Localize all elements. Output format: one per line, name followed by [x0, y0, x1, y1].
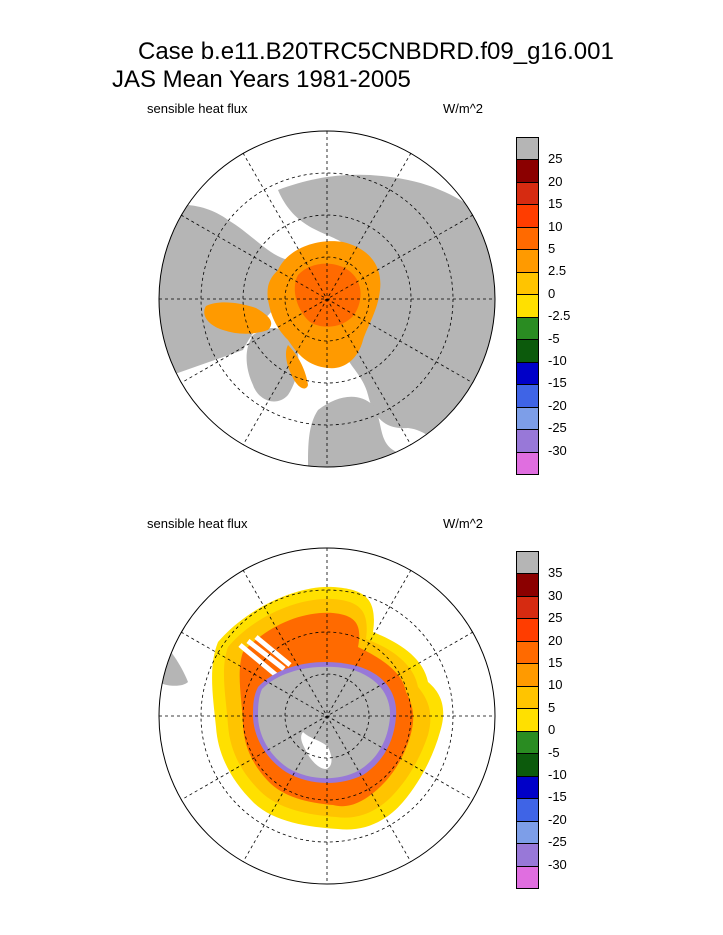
south-colorbar-swatch: [517, 596, 538, 620]
south-colorbar-swatch: [517, 844, 538, 867]
north-colorbar-label: -10: [548, 353, 567, 368]
north-colorbar-label: -25: [548, 420, 567, 436]
north-colorbar: [516, 137, 539, 475]
south-colorbar-swatch: [517, 799, 538, 822]
south-colorbar-swatch: [517, 821, 538, 845]
south-variable-label: sensible heat flux: [147, 516, 248, 531]
north-colorbar-label: 15: [548, 196, 563, 212]
south-colorbar-swatch: [517, 641, 538, 665]
north-colorbar-swatch: [517, 160, 538, 183]
south-colorbar-label: -30: [548, 856, 567, 872]
north-colorbar-swatch: [517, 250, 538, 273]
figure-title-line-2: JAS Mean Years 1981-2005: [112, 66, 411, 93]
north-archipelago-ice: [204, 302, 272, 334]
north-units-label: W/m^2: [443, 101, 484, 116]
north-polar-map: [158, 130, 496, 468]
south-colorbar-label: 20: [548, 632, 563, 648]
south-colorbar-labels: 35 30 25 20 15 10 5 0 -5 -10 -15 -20 -25 -30: [548, 551, 588, 889]
north-baffin-ice: [285, 345, 308, 389]
north-colorbar-swatch: [517, 295, 538, 318]
north-colorbar-swatch: [517, 182, 538, 206]
north-variable-label: sensible heat flux: [147, 101, 248, 116]
south-colorbar-label: 0: [548, 722, 556, 738]
south-colorbar-swatch: [517, 709, 538, 732]
south-colorbar-swatch: [517, 552, 538, 575]
south-land-antarctica: [258, 666, 391, 779]
north-colorbar-label: 2.5: [548, 263, 567, 279]
south-colorbar-label: 10: [548, 677, 563, 693]
north-colorbar-swatch: [517, 138, 538, 161]
south-colorbar-label: 5: [548, 699, 556, 715]
north-land-eurasia: [278, 174, 495, 467]
south-colorbar: [516, 551, 539, 889]
north-land-america: [159, 204, 297, 380]
north-colorbar-label: 10: [548, 218, 563, 234]
north-colorbar-swatch: [517, 317, 538, 341]
north-colorbar-labels: 25 20 15 10 5 2.5 0 -2.5 -5 -10 -15 -20 -25 -30: [548, 137, 588, 475]
north-land-greenland: [246, 328, 299, 402]
south-colorbar-swatch: [517, 866, 538, 889]
north-colorbar-swatch: [517, 362, 538, 386]
north-colorbar-swatch: [517, 205, 538, 228]
south-colorbar-swatch: [517, 754, 538, 777]
north-colorbar-label: 25: [548, 151, 563, 167]
north-colorbar-swatch: [517, 340, 538, 363]
north-colorbar-label: -30: [548, 442, 567, 458]
north-land-europe: [308, 396, 448, 467]
north-sea-ice-core: [294, 263, 361, 327]
south-units-label: W/m^2: [443, 516, 484, 531]
south-colorbar-swatch: [517, 686, 538, 710]
north-map-boundary: [158, 130, 496, 468]
south-colorbar-swatch: [517, 776, 538, 800]
south-white-streaks: [238, 635, 292, 677]
south-colorbar-label: -15: [548, 789, 567, 805]
south-colorbar-label: -20: [548, 811, 567, 827]
north-colorbar-label: -5: [548, 330, 560, 346]
north-colorbar-label: 20: [548, 173, 563, 189]
north-colorbar-swatch: [517, 407, 538, 431]
north-colorbar-swatch: [517, 452, 538, 475]
south-polar-map: [158, 547, 496, 885]
north-colorbar-swatch: [517, 272, 538, 296]
north-colorbar-label: -20: [548, 397, 567, 413]
south-colorbar-swatch: [517, 619, 538, 642]
north-colorbar-label: 0: [548, 285, 556, 301]
south-colorbar-swatch: [517, 664, 538, 687]
north-graticule: [159, 131, 495, 467]
south-colorbar-swatch: [517, 731, 538, 755]
north-colorbar-swatch: [517, 227, 538, 251]
south-colorbar-label: 25: [548, 610, 563, 626]
north-colorbar-label: -15: [548, 375, 567, 391]
south-colorbar-label: 30: [548, 587, 563, 603]
south-colorbar-label: 35: [548, 565, 563, 581]
north-colorbar-label: -2.5: [548, 308, 571, 324]
south-colorbar-label: -5: [548, 744, 560, 760]
figure-title-line-1: Case b.e11.B20TRC5CNBDRD.f09_g16.001: [138, 38, 614, 65]
north-colorbar-label: 5: [548, 241, 556, 256]
north-colorbar-swatch: [517, 385, 538, 408]
south-colorbar-label: -10: [548, 767, 567, 782]
south-graticule: [159, 548, 495, 884]
south-map-boundary: [158, 547, 496, 885]
south-colorbar-label: 15: [548, 655, 563, 670]
north-colorbar-swatch: [517, 430, 538, 453]
south-colorbar-swatch: [517, 574, 538, 597]
south-colorbar-label: -25: [548, 834, 567, 850]
south-ice-shelf: [301, 732, 332, 769]
